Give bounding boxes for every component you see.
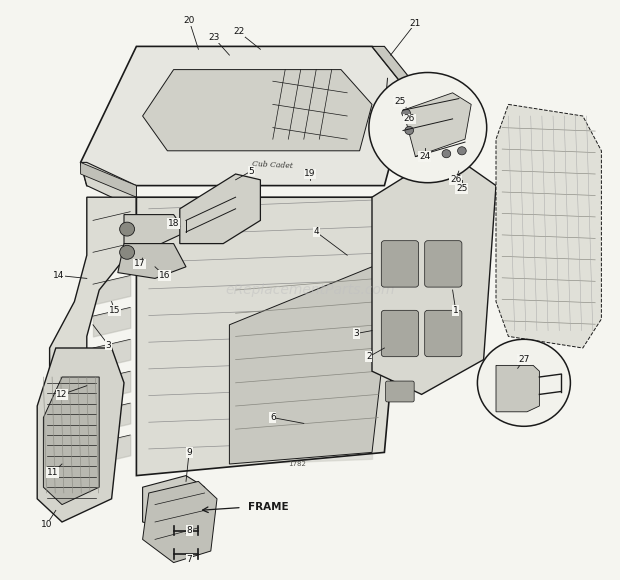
Text: 25: 25 (394, 97, 405, 106)
Text: 21: 21 (410, 19, 421, 28)
Text: 1782: 1782 (289, 461, 306, 467)
Text: 17: 17 (134, 259, 145, 269)
Text: 14: 14 (53, 271, 64, 280)
Text: 26: 26 (404, 114, 415, 124)
Text: 25: 25 (456, 184, 467, 193)
Polygon shape (143, 476, 205, 534)
Text: 3: 3 (105, 340, 112, 350)
Polygon shape (143, 481, 217, 563)
Circle shape (405, 126, 414, 135)
Text: 1: 1 (453, 306, 459, 315)
Text: 16: 16 (159, 271, 170, 280)
Circle shape (120, 222, 135, 236)
Circle shape (369, 72, 487, 183)
Circle shape (120, 245, 135, 259)
Circle shape (442, 150, 451, 158)
Text: 27: 27 (518, 355, 529, 364)
Polygon shape (118, 244, 186, 278)
FancyBboxPatch shape (381, 310, 419, 357)
Polygon shape (124, 215, 186, 244)
Text: 5: 5 (248, 166, 254, 176)
Polygon shape (229, 267, 391, 464)
Text: 6: 6 (270, 413, 276, 422)
Text: Cub Cadet: Cub Cadet (252, 160, 293, 171)
Text: FRAME: FRAME (248, 502, 289, 513)
Text: 4: 4 (313, 227, 319, 237)
Polygon shape (180, 174, 260, 244)
Text: 10: 10 (41, 520, 52, 530)
Text: 11: 11 (47, 468, 58, 477)
Text: 2: 2 (366, 352, 372, 361)
Polygon shape (81, 162, 136, 197)
Circle shape (458, 147, 466, 155)
Text: 23: 23 (208, 33, 219, 42)
Text: 12: 12 (56, 390, 68, 399)
Polygon shape (496, 104, 601, 348)
Polygon shape (43, 377, 99, 505)
Polygon shape (136, 197, 403, 476)
Text: 9: 9 (186, 448, 192, 457)
Text: 15: 15 (109, 306, 120, 315)
Circle shape (477, 339, 570, 426)
Polygon shape (403, 93, 471, 157)
Polygon shape (372, 46, 422, 93)
Text: 3: 3 (353, 329, 360, 338)
Text: 7: 7 (186, 555, 192, 564)
Text: 18: 18 (168, 219, 179, 228)
Polygon shape (143, 70, 372, 151)
Polygon shape (81, 162, 136, 209)
Text: 8: 8 (186, 526, 192, 535)
Polygon shape (37, 348, 124, 522)
FancyBboxPatch shape (386, 381, 414, 402)
Text: 24: 24 (419, 152, 430, 161)
Polygon shape (496, 365, 539, 412)
Text: 26: 26 (450, 175, 461, 184)
FancyBboxPatch shape (425, 241, 462, 287)
Text: eReplacementParts.com: eReplacementParts.com (225, 283, 395, 297)
FancyBboxPatch shape (381, 241, 419, 287)
Text: 19: 19 (304, 169, 316, 179)
FancyBboxPatch shape (425, 310, 462, 357)
Polygon shape (372, 151, 496, 394)
Polygon shape (81, 46, 409, 186)
Text: 22: 22 (233, 27, 244, 37)
Polygon shape (50, 197, 136, 499)
Circle shape (402, 109, 410, 117)
Text: 20: 20 (184, 16, 195, 25)
